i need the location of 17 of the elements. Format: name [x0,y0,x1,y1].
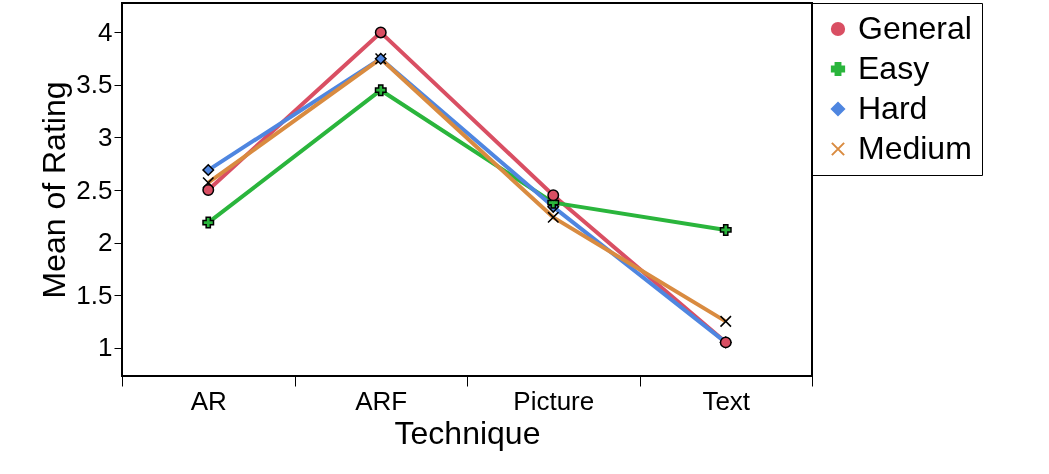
y-tick-label: 2.5 [76,174,113,205]
x-tick-label: ARF [355,385,408,416]
legend-label: Hard [858,90,928,126]
y-tick-label: 3 [98,121,113,152]
y-axis-title: Mean of Rating [36,81,73,299]
y-tick-label: 3.5 [76,69,113,100]
legend-label: General [858,10,972,46]
x-tick-label: Picture [513,385,595,416]
x-tick-label: Text [702,385,751,416]
x-tick-label: AR [190,385,227,416]
x-axis-title: Technique [394,414,541,451]
y-tick-label: 1 [98,332,113,363]
y-tick-label: 1.5 [76,279,113,310]
y-tick-label: 4 [98,16,113,47]
legend-label: Easy [858,50,930,86]
y-tick-label: 2 [98,227,113,258]
legend-label: Medium [858,130,972,166]
